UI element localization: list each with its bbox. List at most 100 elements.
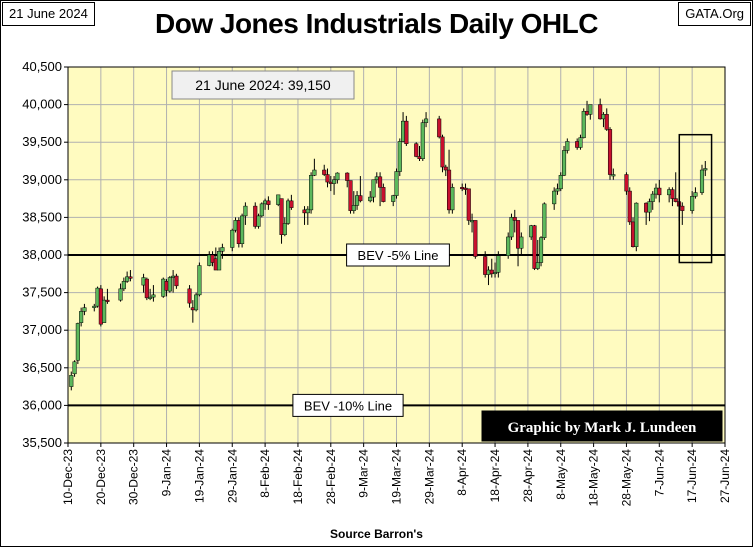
y-tick-label: 38,500 — [22, 209, 62, 224]
x-tick-label: 30-Dec-23 — [127, 449, 141, 505]
x-tick-label: 17-Jun-24 — [685, 449, 699, 503]
candle-body-up — [75, 323, 80, 361]
candle-body-up — [371, 179, 376, 198]
plot-border — [67, 66, 726, 444]
candle-body-up — [424, 118, 429, 123]
candle-body-down — [128, 276, 133, 279]
current-value-box — [171, 70, 355, 100]
credit-label: Graphic by Mark J. Lundeen — [508, 420, 697, 436]
candle-body-up — [240, 215, 245, 244]
candle-body-down — [345, 172, 350, 181]
candle-body-up — [699, 169, 705, 193]
candle-body-up — [286, 200, 291, 224]
candles — [69, 98, 708, 391]
reference-line-label: BEV -5% Line — [358, 248, 439, 263]
y-tick-label: 38,000 — [22, 247, 62, 262]
x-tick-label: 7-Jun-24 — [652, 449, 666, 497]
candle-body-down — [289, 200, 294, 208]
candle-body-up — [217, 250, 222, 271]
candle-body-up — [309, 175, 314, 211]
candle-body-down — [607, 129, 613, 175]
candle-body-down — [174, 275, 179, 287]
candle-body-up — [538, 237, 544, 263]
x-tick-label: 29-Mar-24 — [422, 449, 436, 505]
candle-body-down — [673, 198, 678, 202]
y-tick-label: 37,000 — [22, 322, 62, 337]
candle-body-up — [542, 203, 547, 238]
candle-body-down — [657, 187, 662, 196]
candle-body-up — [256, 215, 261, 227]
candle-body-down — [473, 220, 478, 257]
candle-body-up — [332, 179, 337, 184]
candle-body-down — [279, 198, 284, 235]
candle-body-up — [581, 111, 586, 138]
candle-body-up — [703, 168, 708, 171]
candle-body-up — [312, 169, 317, 176]
candle-body-up — [578, 137, 583, 148]
candle-body-up — [588, 104, 593, 115]
candle-body-up — [509, 217, 514, 238]
candle-body-up — [634, 202, 639, 247]
x-tick-label: 19-Mar-24 — [390, 449, 404, 505]
candle-body-up — [148, 296, 153, 299]
candle-body-down — [187, 288, 192, 304]
candle-body-up — [72, 361, 77, 375]
candle-body-down — [322, 169, 327, 175]
candle-body-down — [443, 166, 448, 171]
candle-body-down — [515, 220, 521, 249]
source-site-label: GATA.Org — [678, 2, 751, 26]
y-tick-label: 39,000 — [22, 172, 62, 187]
candle-body-up — [493, 272, 498, 275]
candle-body-up — [391, 195, 396, 202]
candle-body-up — [282, 223, 287, 235]
x-tick-label: 10-Dec-23 — [61, 449, 75, 505]
candle-body-down — [266, 200, 271, 205]
x-tick-label: 28-May-24 — [619, 449, 633, 507]
y-tick-label: 37,500 — [22, 285, 62, 300]
y-tick-label: 40,500 — [22, 59, 62, 74]
x-tick-label: 9-Mar-24 — [357, 449, 371, 498]
candle-body-up — [561, 150, 567, 176]
x-tick-label: 19-Jan-24 — [192, 449, 206, 503]
candle-body-down — [358, 195, 363, 202]
candle-body-down — [598, 104, 603, 120]
candle-body-up — [650, 193, 655, 202]
candle-body-up — [92, 305, 97, 308]
reference-lines: BEV -5% Line BEV -10% Line — [68, 243, 725, 417]
candle-body-up — [125, 276, 130, 282]
candle-body-up — [535, 262, 540, 269]
date-label: 21 June 2024 — [2, 2, 95, 26]
x-tick-label: 8-May-24 — [554, 449, 568, 500]
candle-body-up — [450, 187, 455, 211]
candle-body-up — [558, 175, 563, 190]
source-label: Source Barron's — [330, 527, 423, 541]
reference-line-label-box — [346, 243, 450, 267]
candle-body-up — [305, 208, 310, 214]
candle-body-down — [437, 118, 442, 138]
candle-body-down — [489, 269, 494, 275]
candle-body-down — [532, 225, 537, 269]
y-tick-label: 35,500 — [22, 435, 62, 450]
candle-body-down — [604, 114, 609, 130]
reference-line-label: BEV -10% Line — [304, 398, 392, 413]
x-tick-label: 18-Apr-24 — [488, 449, 502, 503]
candle-body-down — [404, 120, 409, 144]
candle-body-up — [151, 294, 156, 298]
y-tick-label: 40,000 — [22, 97, 62, 112]
candle-body-down — [680, 205, 685, 211]
candle-body-up — [647, 201, 652, 213]
candle-body-down — [627, 190, 632, 223]
candle-body-up — [496, 255, 501, 273]
candle-body-down — [325, 174, 330, 183]
x-tick-label: 27-Jun-24 — [718, 449, 732, 503]
x-tick-label: 28-Apr-24 — [521, 449, 535, 503]
candle-body-down — [144, 278, 149, 299]
candle-body-down — [348, 180, 353, 211]
reference-line-label-box — [292, 393, 404, 417]
candle-body-down — [378, 176, 383, 188]
candle-body-up — [690, 196, 695, 211]
candle-body-down — [381, 187, 386, 202]
candle-body-up — [118, 288, 123, 301]
chart-title: Dow Jones Industrials Daily OHLC — [155, 8, 598, 39]
